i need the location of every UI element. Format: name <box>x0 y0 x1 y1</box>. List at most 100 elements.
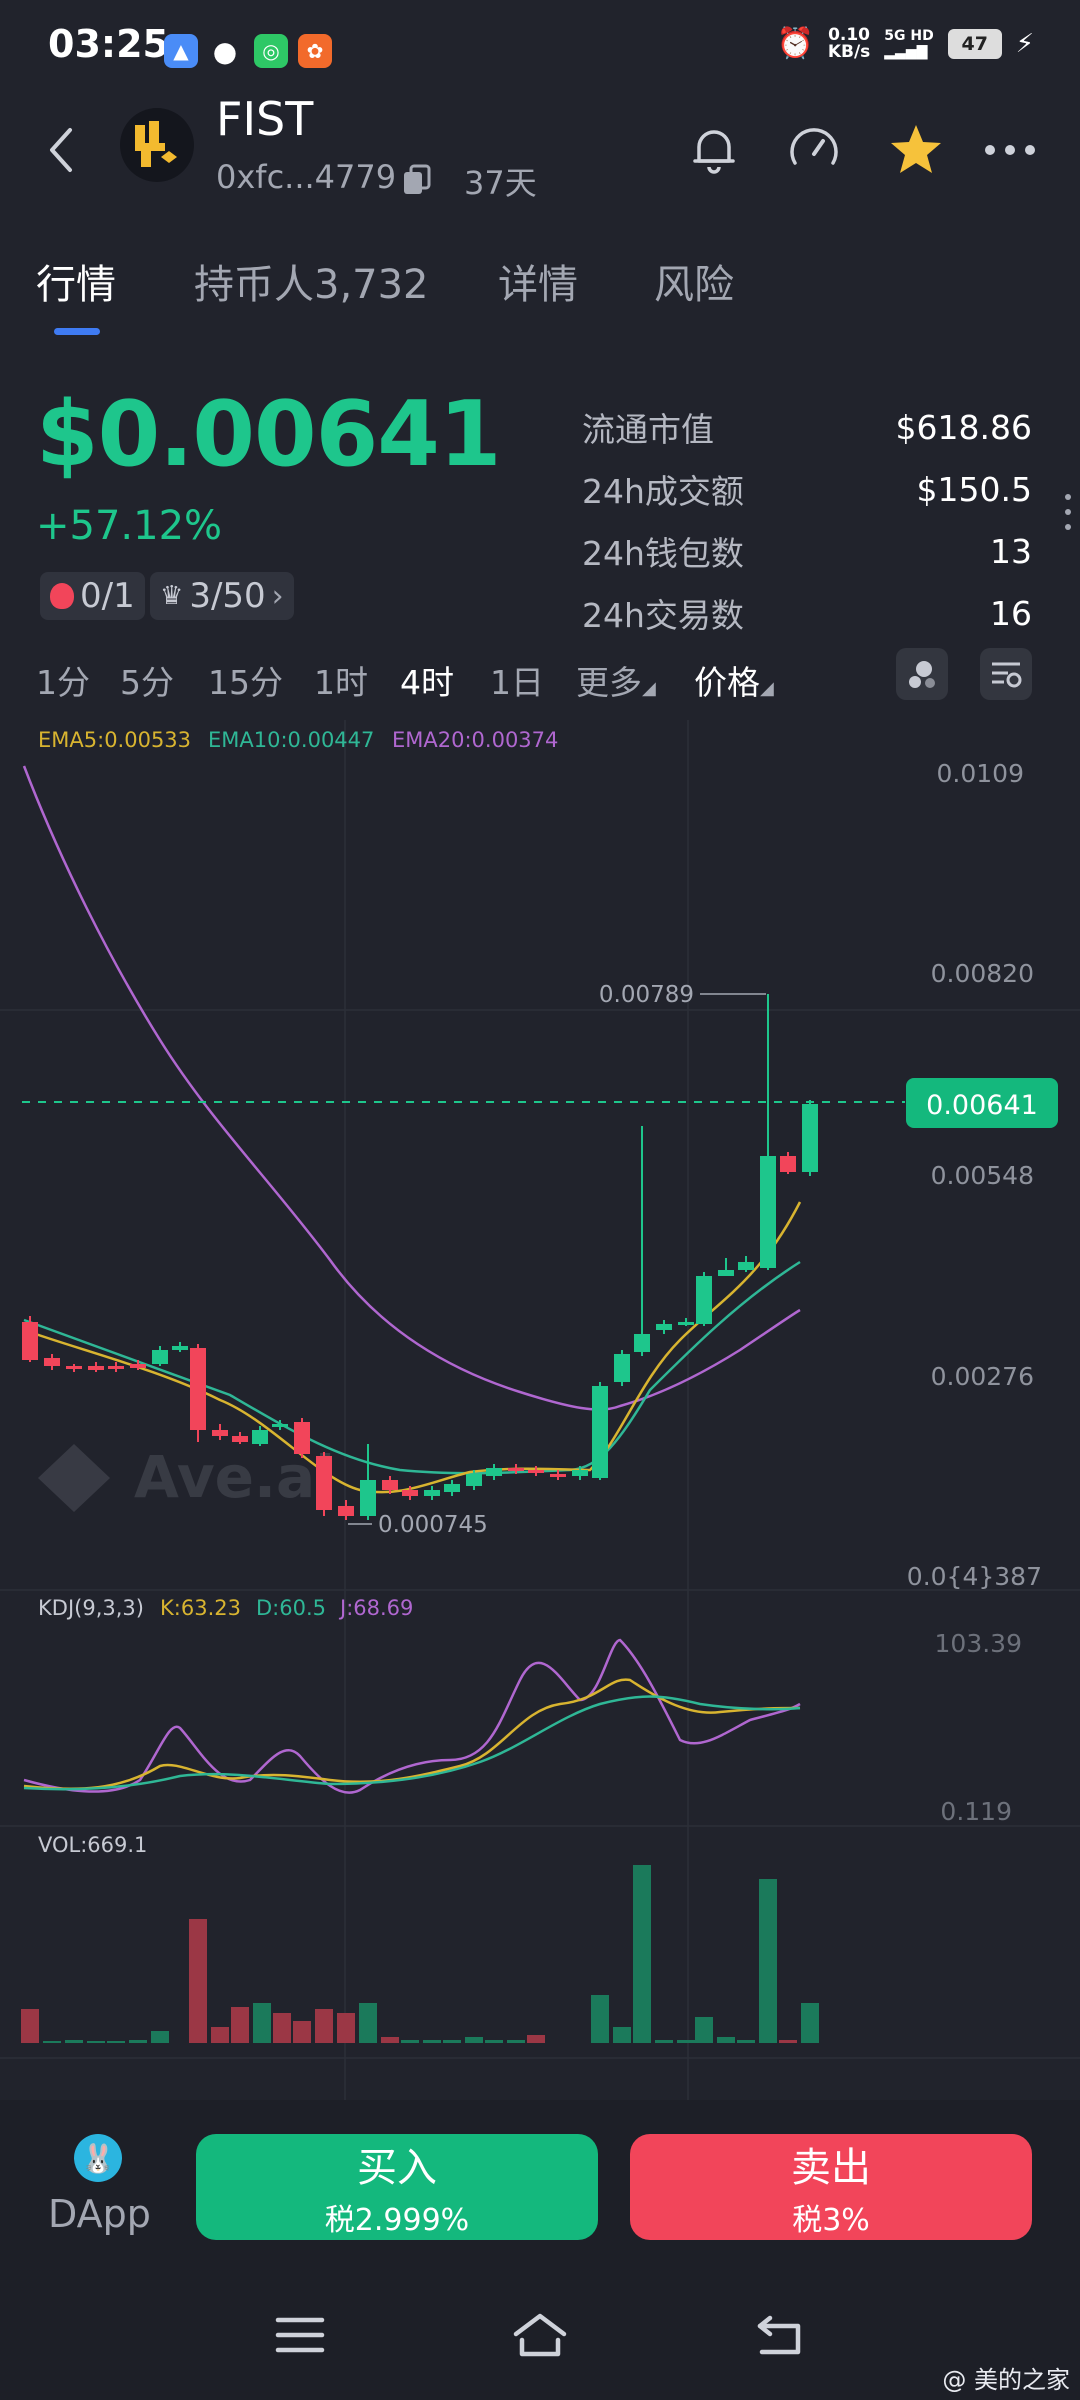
more-options-icon[interactable] <box>978 118 1042 182</box>
status-time: 03:25 <box>48 22 169 66</box>
home-icon[interactable] <box>510 2310 570 2360</box>
volume-bar <box>677 2040 695 2043</box>
bell-icon[interactable] <box>682 118 746 182</box>
volume-bar <box>801 2003 819 2043</box>
y-tick: 0.0{4}387 <box>907 1562 1042 1591</box>
volume-bar <box>211 2027 229 2043</box>
current-price-tag-text: 0.00641 <box>926 1090 1038 1121</box>
candle-body <box>190 1348 206 1430</box>
candle-body <box>738 1262 754 1270</box>
kdj-d-line <box>23 1695 801 1791</box>
pancake-bunny-icon[interactable]: 🐰 <box>74 2134 122 2182</box>
volume-bar <box>87 2041 105 2043</box>
net-speed-value: 0.10 <box>828 24 871 45</box>
stat-row: 流通市值 $618.86 <box>582 396 1032 458</box>
candle-body <box>272 1424 288 1427</box>
low-price-label: 0.000745 <box>378 1512 488 1538</box>
kdj-j-line <box>23 1638 801 1794</box>
tab-risk[interactable]: 风险 <box>654 262 734 308</box>
token-address[interactable]: 0xfc...4779 <box>216 158 397 196</box>
volume-bar <box>253 2003 271 2043</box>
status-right: ⏰ 0.10 KB/s 5G HD ▂▃▅▇ 47 ⚡ <box>776 26 1034 61</box>
volume-bar <box>443 2040 461 2043</box>
stat-value: 16 <box>990 593 1032 633</box>
interval-1m[interactable]: 1分 <box>36 663 90 702</box>
money-bag-pill[interactable]: 0/1 <box>40 572 145 620</box>
candlestick-chart[interactable]: EMA5:0.00533 EMA10:0.00447 EMA20:0.00374… <box>0 712 1080 2100</box>
tab-underline <box>54 328 100 335</box>
candle-body <box>294 1422 310 1454</box>
tab-holders[interactable]: 持币人3,732 <box>194 262 429 308</box>
signal-icon: ▂▃▅▇ <box>884 43 928 60</box>
interval-5m[interactable]: 5分 <box>120 663 174 702</box>
volume-bar <box>633 1865 651 2043</box>
crown-icon: ♛ <box>160 581 184 611</box>
back-icon[interactable] <box>40 120 84 180</box>
fist-logo-icon <box>135 121 177 167</box>
network-type: 5G HD ▂▃▅▇ <box>884 28 933 60</box>
star-icon[interactable] <box>884 118 948 182</box>
token-logo <box>120 108 194 182</box>
stat-row: 24h钱包数 13 <box>582 520 1032 582</box>
volume-bar <box>613 2027 631 2043</box>
candle-body <box>718 1270 734 1276</box>
speedometer-icon[interactable] <box>782 118 846 182</box>
volume-bar <box>21 2009 39 2043</box>
price-mode-select[interactable]: 价格◢ <box>694 656 774 704</box>
media-app-icon: ✿ <box>298 34 332 68</box>
dapp-label[interactable]: DApp <box>48 2192 151 2236</box>
stat-value: $618.86 <box>895 407 1032 447</box>
wechat-icon: ● <box>212 34 238 68</box>
copy-icon[interactable] <box>402 164 432 196</box>
money-bag-icon <box>50 583 74 609</box>
kdj-d-value: D:60.5 <box>256 1596 326 1620</box>
indicator-toggle-button[interactable] <box>896 648 948 700</box>
stat-row: 24h交易数 16 <box>582 582 1032 644</box>
menu-icon[interactable] <box>270 2310 330 2360</box>
candle-body <box>252 1430 268 1444</box>
battery-icon: 47 <box>947 28 1002 59</box>
sell-tax: 税3% <box>792 2203 870 2238</box>
candle-body <box>760 1156 776 1268</box>
interval-1d[interactable]: 1日 <box>490 663 544 702</box>
sell-button[interactable]: 卖出 税3% <box>630 2134 1032 2240</box>
volume-bar <box>655 2040 673 2043</box>
tab-details[interactable]: 详情 <box>498 262 578 308</box>
candle-body <box>232 1436 248 1442</box>
kdj-title: KDJ(9,3,3) <box>38 1596 144 1620</box>
candle-body <box>172 1346 188 1350</box>
crown-pill[interactable]: ♛ 3/50 › <box>150 572 294 620</box>
interval-4h[interactable]: 4时 <box>400 663 454 702</box>
kdj-tick: 0.119 <box>940 1797 1012 1826</box>
interval-more[interactable]: 更多◢ <box>576 656 656 704</box>
volume-bar <box>189 1919 207 2043</box>
candle-body <box>508 1468 524 1471</box>
volume-bar <box>423 2040 441 2043</box>
current-price-tag <box>906 1078 1058 1128</box>
volume-bar <box>273 2013 291 2043</box>
interval-1h[interactable]: 1时 <box>314 663 368 702</box>
volume-bar <box>527 2035 545 2043</box>
charging-icon: ⚡ <box>1015 28 1034 59</box>
volume-bar <box>401 2040 419 2043</box>
chart-gridlines <box>0 720 1080 2100</box>
vertical-dots-icon[interactable] <box>1064 492 1072 532</box>
candle-body <box>382 1480 398 1490</box>
volume-bar <box>359 2003 377 2043</box>
buy-label: 买入 <box>357 2145 437 2191</box>
back-nav-icon[interactable] <box>752 2310 812 2360</box>
stat-row: 24h成交额 $150.5 <box>582 458 1032 520</box>
stat-value: 13 <box>990 531 1032 571</box>
price-change: +57.12% <box>36 503 223 549</box>
current-price: $0.00641 <box>36 382 502 487</box>
volume-bar <box>43 2041 61 2043</box>
interval-15m[interactable]: 15分 <box>208 663 283 702</box>
y-tick: 0.00820 <box>931 959 1034 988</box>
tab-market[interactable]: 行情 <box>36 262 116 308</box>
buy-button[interactable]: 买入 税2.999% <box>196 2134 598 2240</box>
candle-body <box>634 1334 650 1352</box>
volume-bar <box>759 1879 777 2043</box>
token-name: FIST <box>216 92 314 146</box>
chart-settings-button[interactable] <box>980 648 1032 700</box>
kdj-k-line <box>23 1678 801 1791</box>
